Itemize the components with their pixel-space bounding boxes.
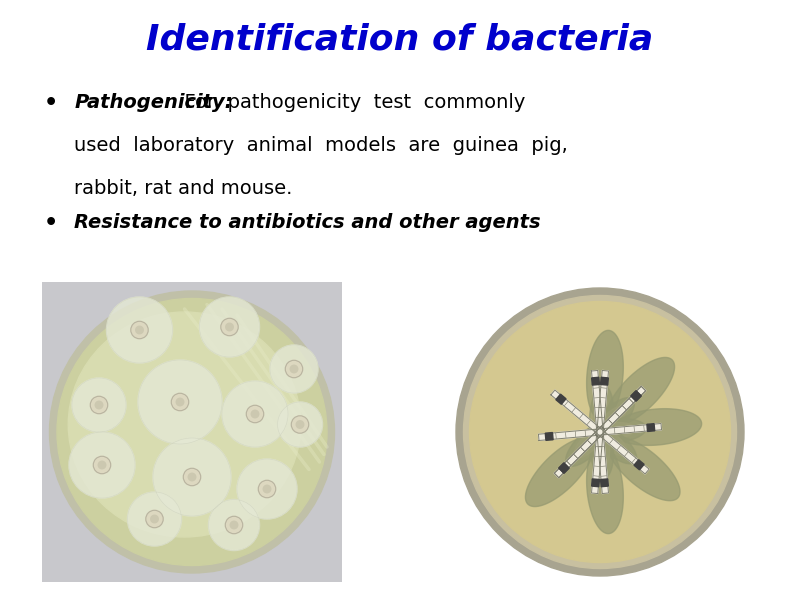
Ellipse shape (463, 295, 737, 569)
Polygon shape (594, 422, 635, 439)
Circle shape (183, 468, 201, 486)
Circle shape (251, 410, 258, 418)
Circle shape (199, 297, 259, 357)
Circle shape (130, 322, 148, 338)
Polygon shape (590, 398, 634, 442)
Polygon shape (595, 427, 628, 456)
Circle shape (237, 459, 297, 519)
Circle shape (150, 515, 158, 523)
Polygon shape (591, 370, 609, 494)
Polygon shape (586, 331, 623, 420)
Ellipse shape (470, 301, 730, 563)
Text: rabbit, rat and mouse.: rabbit, rat and mouse. (74, 179, 293, 199)
Circle shape (127, 492, 182, 546)
Polygon shape (586, 444, 623, 533)
Polygon shape (566, 422, 610, 466)
Text: •: • (44, 213, 58, 233)
Circle shape (291, 416, 309, 433)
Polygon shape (606, 358, 674, 426)
Polygon shape (551, 390, 649, 474)
Polygon shape (590, 386, 614, 444)
Circle shape (226, 323, 234, 331)
Polygon shape (588, 419, 646, 442)
Polygon shape (631, 391, 641, 401)
Circle shape (138, 360, 222, 444)
Ellipse shape (50, 291, 334, 573)
Circle shape (95, 401, 102, 409)
Circle shape (278, 402, 322, 447)
Polygon shape (554, 386, 646, 478)
Circle shape (290, 365, 298, 373)
Polygon shape (592, 377, 599, 385)
Circle shape (188, 473, 196, 481)
Circle shape (153, 438, 231, 516)
Circle shape (286, 360, 302, 378)
Circle shape (69, 432, 135, 498)
Ellipse shape (456, 288, 744, 576)
Text: used  laboratory  animal  models  are  guinea  pig,: used laboratory animal models are guinea… (74, 136, 568, 155)
Text: Identification of bacteria: Identification of bacteria (146, 22, 654, 56)
Polygon shape (556, 394, 566, 404)
Circle shape (176, 398, 184, 406)
Polygon shape (554, 386, 646, 478)
Circle shape (263, 485, 270, 493)
Circle shape (222, 381, 288, 447)
Circle shape (98, 461, 106, 469)
Circle shape (171, 394, 189, 410)
Circle shape (136, 326, 143, 334)
Text: For  pathogenicity  test  commonly: For pathogenicity test commonly (172, 93, 526, 112)
Polygon shape (590, 422, 637, 464)
Polygon shape (574, 427, 605, 458)
Polygon shape (634, 460, 644, 470)
Ellipse shape (57, 298, 327, 565)
Circle shape (106, 297, 173, 363)
Polygon shape (647, 424, 654, 431)
Polygon shape (612, 409, 702, 445)
Polygon shape (601, 479, 608, 487)
Circle shape (226, 516, 242, 534)
Circle shape (296, 421, 304, 428)
Polygon shape (559, 463, 569, 473)
Polygon shape (592, 479, 599, 487)
Polygon shape (607, 437, 680, 500)
Circle shape (258, 480, 276, 498)
Polygon shape (546, 433, 553, 440)
Ellipse shape (68, 312, 301, 537)
Text: Pathogenicity:: Pathogenicity: (74, 93, 233, 112)
Circle shape (270, 345, 318, 393)
Polygon shape (559, 463, 569, 473)
Polygon shape (601, 377, 608, 385)
Polygon shape (593, 397, 610, 437)
Circle shape (90, 396, 108, 414)
Polygon shape (591, 370, 609, 494)
Circle shape (72, 378, 126, 432)
Circle shape (94, 456, 110, 474)
Text: Resistance to antibiotics and other agents: Resistance to antibiotics and other agen… (74, 213, 541, 232)
Circle shape (146, 510, 163, 528)
Circle shape (209, 499, 259, 551)
Polygon shape (526, 438, 594, 506)
Polygon shape (538, 424, 662, 440)
Polygon shape (595, 406, 626, 437)
Circle shape (230, 521, 238, 529)
Polygon shape (631, 391, 641, 401)
Circle shape (246, 406, 264, 422)
Polygon shape (590, 420, 614, 478)
Circle shape (221, 318, 238, 335)
Polygon shape (593, 427, 610, 467)
Text: •: • (44, 93, 58, 113)
